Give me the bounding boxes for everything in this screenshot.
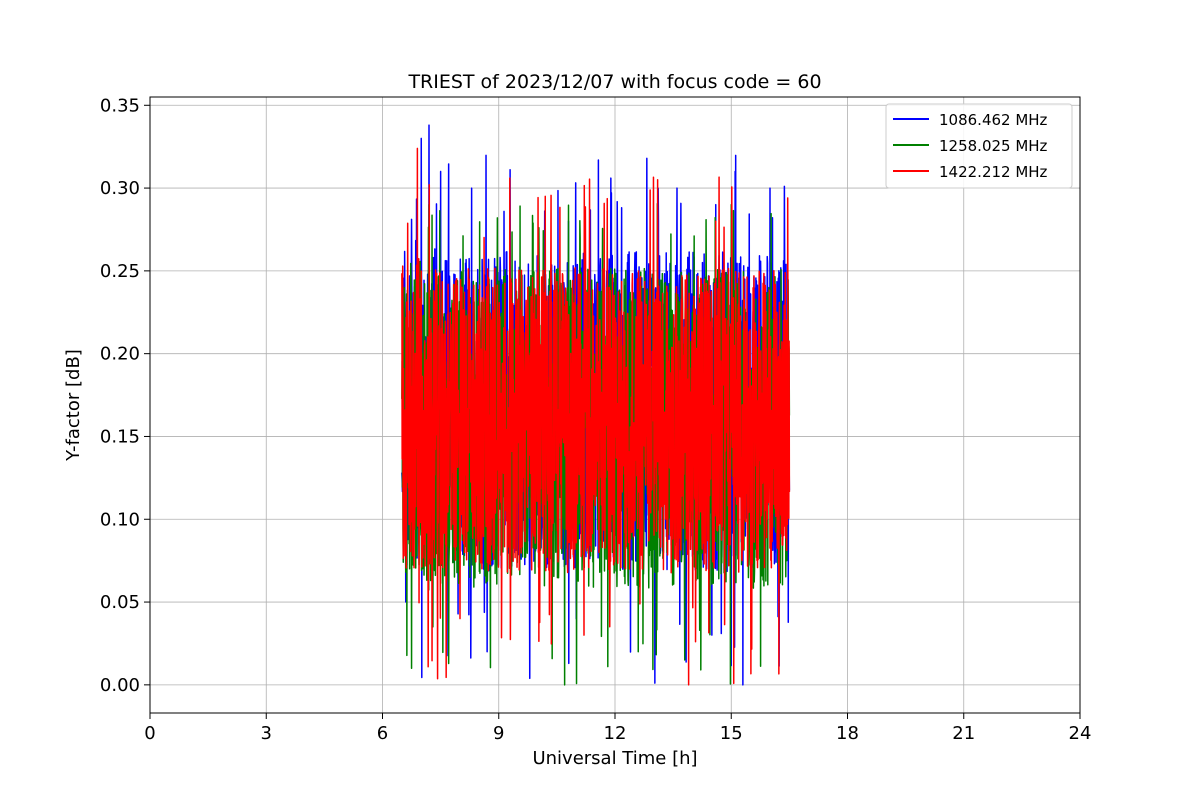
x-tick-label: 24 [1069,723,1092,744]
x-tick-label: 6 [377,723,388,744]
y-tick-label: 0.35 [100,95,140,116]
y-tick-label: 0.20 [100,344,140,365]
x-tick-label: 0 [144,723,155,744]
legend-box [885,103,1073,189]
series-lines [401,124,791,686]
legend-label-1: 1086.462 MHz [939,111,1048,129]
axes: 0 3 6 9 12 15 18 21 24 0.00 0.05 0.10 0.15 0.20 0.25 0.… [100,95,1092,744]
y-tick-label: 0.00 [100,675,140,696]
legend-label-3: 1422.212 MHz [939,163,1048,181]
x-tick-label: 12 [604,723,627,744]
x-tick-label: 18 [836,723,859,744]
legend-label-2: 1258.025 MHz [939,137,1048,155]
y-tick-label: 0.10 [100,509,140,530]
series-line-3 [401,147,791,686]
legend: 1086.462 MHz 1258.025 MHz 1422.212 MHz [885,103,1073,189]
y-tick-label: 0.05 [100,592,140,613]
x-tick-label: 15 [720,723,743,744]
x-tick-label: 3 [261,723,272,744]
y-tick-label: 0.25 [100,261,140,282]
x-tick-label: 21 [952,723,975,744]
y-tick-label: 0.15 [100,426,140,447]
y-tick-label: 0.30 [100,178,140,199]
x-tick-label: 9 [493,723,504,744]
chart-title: TRIEST of 2023/12/07 with focus code = 6… [407,71,821,93]
x-axis-label: Universal Time [h] [532,748,697,769]
y-axis-label: Y-factor [dB] [63,349,84,462]
